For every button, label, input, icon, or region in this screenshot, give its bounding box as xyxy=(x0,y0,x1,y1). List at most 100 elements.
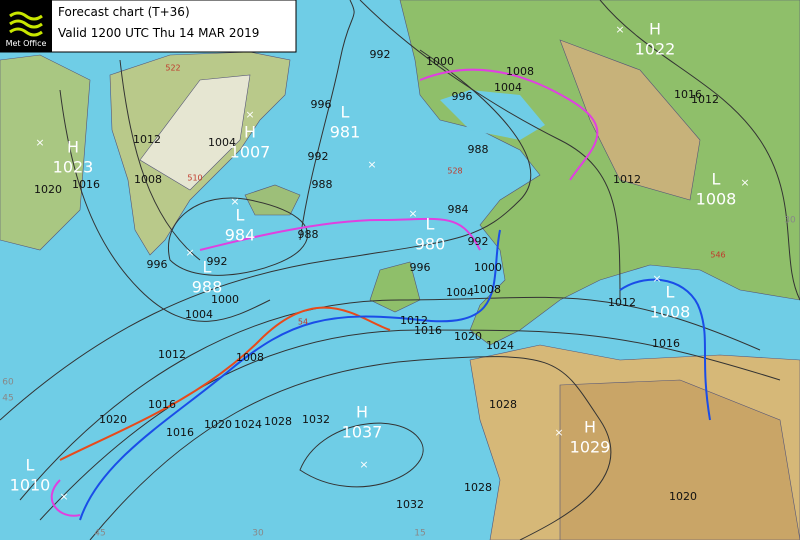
isobar-label: 1012 xyxy=(613,173,641,186)
center-value: 1037 xyxy=(342,423,383,442)
center-value: 980 xyxy=(415,235,446,254)
center-value: 984 xyxy=(225,226,256,245)
isobar-label: 1016 xyxy=(72,178,100,191)
isobar-label: 992 xyxy=(207,255,228,268)
logo-text: Met Office xyxy=(6,39,47,48)
isobar-label: 1000 xyxy=(426,55,454,68)
center-type: H xyxy=(244,123,256,142)
center-value: 1007 xyxy=(230,143,271,162)
header: Met Office Forecast chart (T+36) Valid 1… xyxy=(0,0,297,53)
center-value: 988 xyxy=(192,278,223,297)
isobar-label: 1004 xyxy=(185,308,213,321)
grid-label: 60 xyxy=(2,378,14,388)
center-type: L xyxy=(203,258,212,277)
grid-label: 45 xyxy=(2,394,13,404)
center-cross: × xyxy=(359,458,368,471)
isobar-label: 1028 xyxy=(264,415,292,428)
isobar-label: 996 xyxy=(311,98,332,111)
isobar-label: 1008 xyxy=(506,65,534,78)
isobar-label: 996 xyxy=(410,261,431,274)
header-valid: Valid 1200 UTC Thu 14 MAR 2019 xyxy=(58,26,259,40)
isobar-label: 1004 xyxy=(208,136,236,149)
center-value: 1010 xyxy=(10,476,51,495)
center-cross: × xyxy=(35,136,44,149)
center-value: 981 xyxy=(330,123,361,142)
isobar-label: 1016 xyxy=(414,324,442,337)
fronts xyxy=(50,68,711,521)
isobar-label: 992 xyxy=(308,150,329,163)
center-value: 1022 xyxy=(635,40,676,59)
isobar-label: 988 xyxy=(468,143,489,156)
isobar-label: 1016 xyxy=(148,398,176,411)
center-cross: × xyxy=(59,490,68,503)
isobar-label: 1004 xyxy=(494,81,522,94)
center-type: L xyxy=(26,456,35,475)
logo xyxy=(0,0,52,52)
center-cross: × xyxy=(652,272,661,285)
isobar-label: 1032 xyxy=(396,498,424,511)
isobar-label: 1020 xyxy=(99,413,127,426)
isobar-label: 1012 xyxy=(158,348,186,361)
grid-label: 15 xyxy=(414,529,425,539)
center-type: H xyxy=(649,20,661,39)
isobar-label: 984 xyxy=(448,203,469,216)
isobar-label: 1028 xyxy=(464,481,492,494)
isobar-label: 1008 xyxy=(134,173,162,186)
center-type: H xyxy=(584,418,596,437)
isobar-label: 1000 xyxy=(474,261,502,274)
isobar-label: 1000 xyxy=(211,293,239,306)
center-value: 1008 xyxy=(696,190,737,209)
isobar-label: 992 xyxy=(370,48,391,61)
grid-label: 30 xyxy=(784,216,796,226)
center-cross: × xyxy=(408,207,417,220)
isobar-label: 1028 xyxy=(489,398,517,411)
isobar-label: 996 xyxy=(147,258,168,271)
center-value: 1029 xyxy=(570,438,611,457)
center-cross: × xyxy=(554,426,563,439)
isobar-label: 1020 xyxy=(34,183,62,196)
isobar-label: 1008 xyxy=(473,283,501,296)
isobar-label: 1020 xyxy=(454,330,482,343)
isobar-label: 1012 xyxy=(133,133,161,146)
thickness-label: 528 xyxy=(447,167,462,176)
center-cross: × xyxy=(185,246,194,259)
isobar-label: 996 xyxy=(452,90,473,103)
thickness-label: 546 xyxy=(710,251,725,260)
isobar-label: 992 xyxy=(468,235,489,248)
isobar-label: 1020 xyxy=(669,490,697,503)
grid-label: 45 xyxy=(94,529,105,539)
grid-label: 30 xyxy=(252,529,264,539)
center-cross: × xyxy=(245,108,254,121)
center-type: H xyxy=(67,138,79,157)
center-cross: × xyxy=(230,195,239,208)
center-type: L xyxy=(341,103,350,122)
isobar-label: 988 xyxy=(312,178,333,191)
thickness-label: 510 xyxy=(187,174,202,183)
isobar-label: 1016 xyxy=(652,337,680,350)
center-type: L xyxy=(236,206,245,225)
header-title: Forecast chart (T+36) xyxy=(58,5,190,19)
center-cross: × xyxy=(367,158,376,171)
center-type: L xyxy=(426,215,435,234)
isobar-label: 1016 xyxy=(166,426,194,439)
thickness-label: 54 xyxy=(298,318,308,327)
thickness-label: 522 xyxy=(165,64,180,73)
isobar-label: 1008 xyxy=(236,351,264,364)
isobar-label: 1024 xyxy=(486,339,514,352)
isobar-label: 1012 xyxy=(691,93,719,106)
isobar-label: 1032 xyxy=(302,413,330,426)
center-value: 1008 xyxy=(650,303,691,322)
isobar-label: 1016 xyxy=(674,88,702,101)
center-type: H xyxy=(356,403,368,422)
isobar-label: 1012 xyxy=(608,296,636,309)
isobar-label: 988 xyxy=(298,228,319,241)
center-type: L xyxy=(666,283,675,302)
center-cross: × xyxy=(615,23,624,36)
center-cross: × xyxy=(740,176,749,189)
isobar-label: 1012 xyxy=(400,314,428,327)
isobar-label: 1024 xyxy=(234,418,262,431)
isobar-label: 1004 xyxy=(446,286,474,299)
